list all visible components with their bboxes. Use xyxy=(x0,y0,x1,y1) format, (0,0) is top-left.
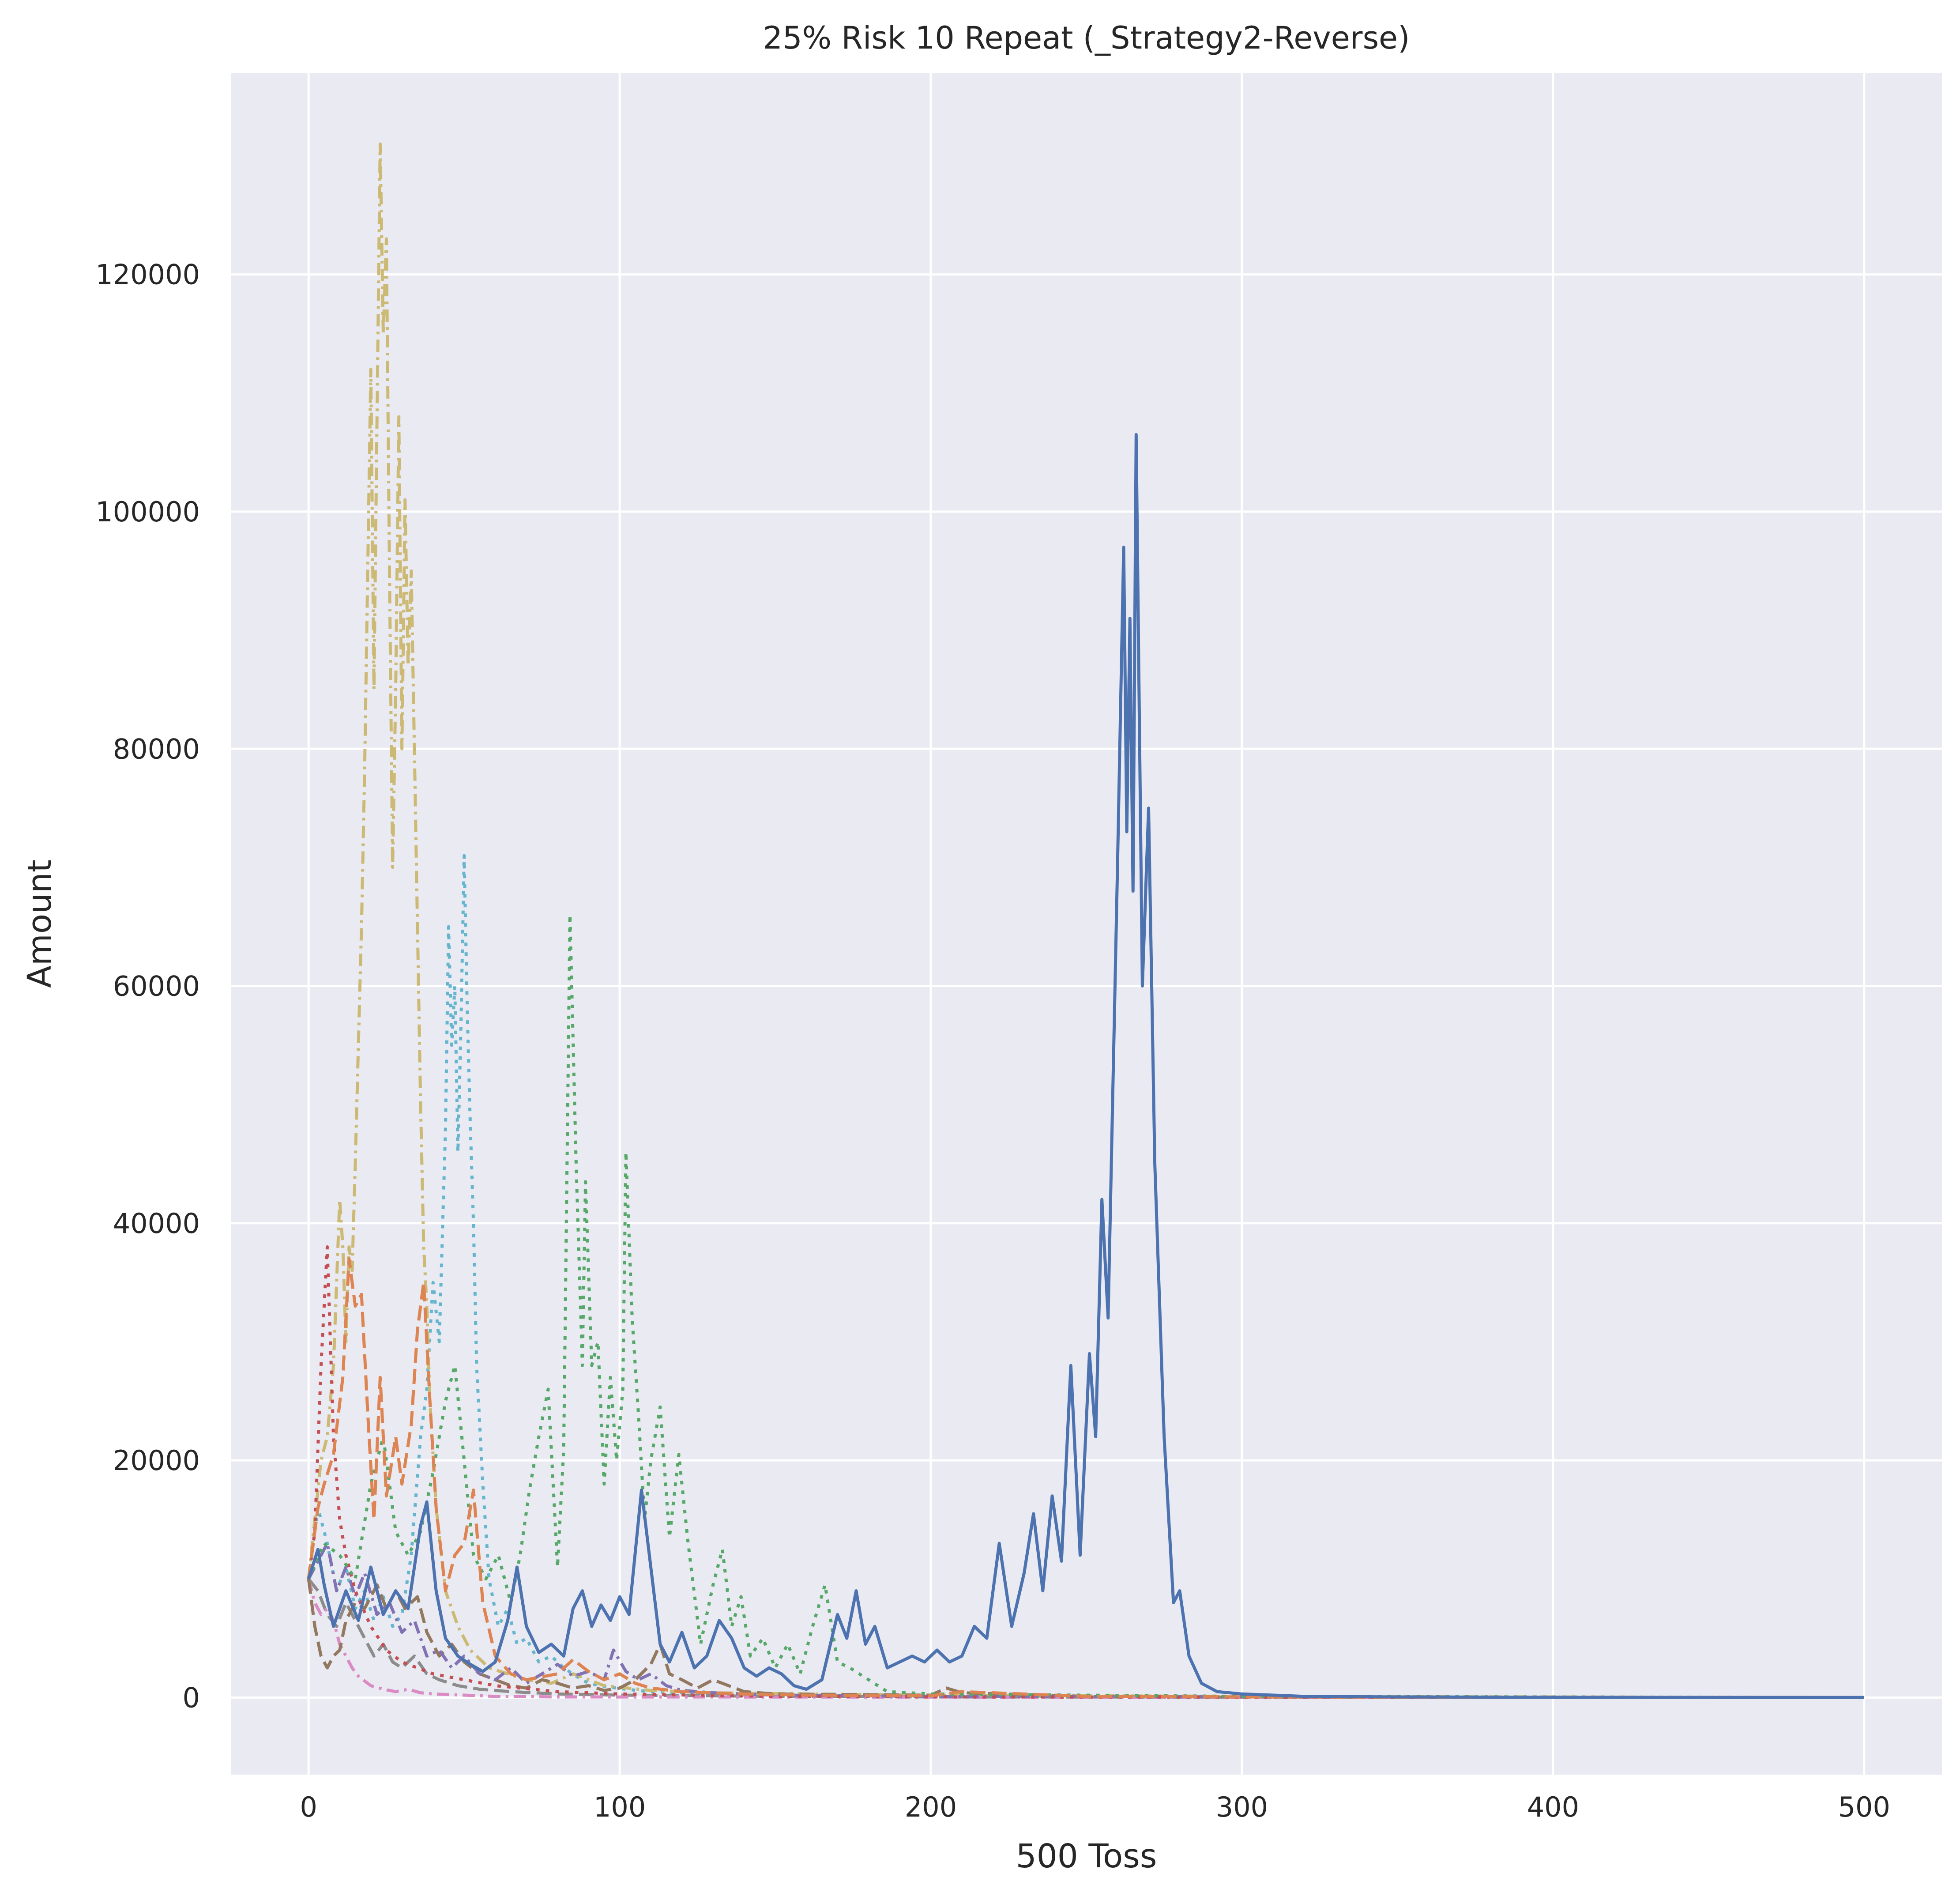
series-line xyxy=(307,1245,1864,1699)
y-tick-label: 120000 xyxy=(95,259,200,291)
y-tick-label: 0 xyxy=(183,1681,200,1714)
chart-title: 25% Risk 10 Repeat (_Strategy2-Reverse) xyxy=(763,20,1410,56)
series-line xyxy=(307,433,1864,1699)
y-tick-label: 80000 xyxy=(113,733,200,765)
gridlines xyxy=(231,73,1942,1775)
series-line xyxy=(307,1579,1864,1699)
x-tick-label: 200 xyxy=(905,1791,957,1823)
series-line xyxy=(307,1578,1864,1699)
y-tick-label: 40000 xyxy=(113,1207,200,1240)
y-axis-label: Amount xyxy=(21,860,59,988)
series-line xyxy=(307,1542,1864,1699)
x-tick-label: 0 xyxy=(300,1791,317,1823)
y-tick-label: 60000 xyxy=(113,970,200,1003)
x-tick-label: 500 xyxy=(1838,1791,1890,1823)
y-tick-label: 20000 xyxy=(113,1444,200,1477)
series-line xyxy=(307,1578,1864,1699)
y-tick-label: 100000 xyxy=(95,496,200,528)
x-tick-label: 400 xyxy=(1527,1791,1579,1823)
series-line xyxy=(307,1257,1864,1699)
x-tick-label: 300 xyxy=(1216,1791,1268,1823)
series-layer xyxy=(307,142,1864,1699)
x-tick-label: 100 xyxy=(594,1791,646,1823)
tick-labels: 0 100 200 300 400 500 0 20000 40000 60000 80000 100… xyxy=(95,259,1890,1823)
x-axis-label: 500 Toss xyxy=(1016,1837,1157,1875)
plot-area xyxy=(231,73,1942,1775)
